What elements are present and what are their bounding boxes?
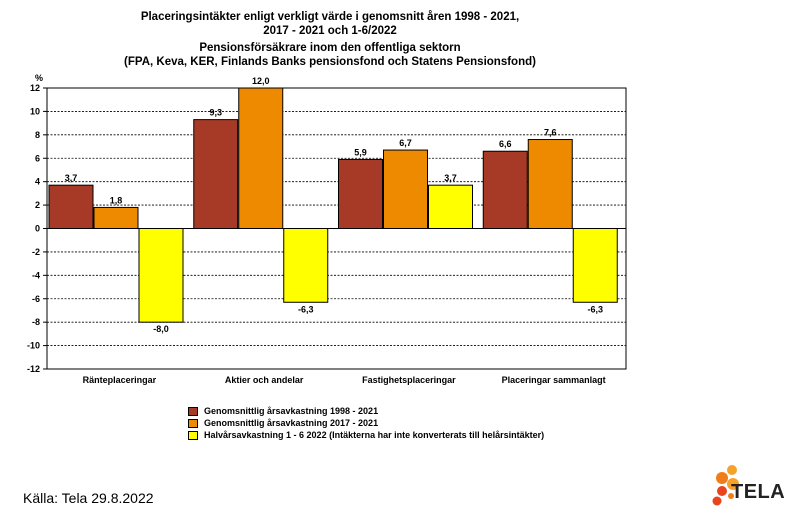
data-label: -6,3: [587, 304, 603, 314]
logo-text: TELA: [731, 481, 786, 503]
x-category-label: Fastighetsplaceringar: [362, 375, 456, 385]
bar: [482, 150, 528, 230]
y-tick-label: 8: [35, 130, 40, 140]
legend-swatch: [188, 406, 198, 416]
bar: [138, 228, 184, 323]
data-label: 5,9: [354, 147, 367, 157]
chart-subtitle-line2: (FPA, Keva, KER, Finlands Banks pensions…: [124, 56, 536, 68]
x-category-label: Placeringar sammanlagt: [502, 375, 606, 385]
y-tick-label: 10: [30, 106, 40, 116]
legend-swatch: [188, 430, 198, 440]
chart-legend: Genomsnittlig årsavkastning 1998 - 2021 …: [188, 405, 544, 441]
bar: [572, 228, 618, 303]
legend-swatch: [188, 418, 198, 428]
data-label: 12,0: [252, 76, 270, 86]
y-tick-label: -4: [32, 270, 40, 280]
y-tick-label: -6: [32, 294, 40, 304]
x-category-label: Ränteplaceringar: [83, 375, 157, 385]
y-axis-unit: %: [35, 73, 43, 83]
legend-item: Halvårsavkastning 1 - 6 2022 (Intäkterna…: [188, 429, 544, 441]
chart-title-line2: 2017 - 2021 och 1-6/2022: [263, 25, 397, 37]
y-tick-label: -10: [27, 341, 40, 351]
bar: [193, 119, 239, 229]
bar: [238, 87, 284, 229]
bar: [48, 184, 94, 230]
y-tick-label: 0: [35, 224, 40, 234]
data-label: -8,0: [153, 324, 169, 334]
data-label: 9,3: [209, 108, 222, 118]
legend-label: Halvårsavkastning 1 - 6 2022 (Intäkterna…: [204, 430, 545, 440]
bar: [283, 228, 329, 303]
legend-label: Genomsnittlig årsavkastning 1998 - 2021: [204, 406, 379, 416]
data-label: 7,6: [544, 128, 557, 138]
y-tick-label: -8: [32, 317, 40, 327]
data-label: 1,8: [110, 195, 123, 205]
chart-subtitle-line1: Pensionsförsäkrare inom den offentliga s…: [199, 42, 461, 54]
bar: [428, 184, 473, 230]
bar: [527, 139, 573, 229]
legend-item: Genomsnittlig årsavkastning 1998 - 2021: [188, 405, 544, 417]
x-category-label: Aktier och andelar: [225, 375, 304, 385]
y-tick-label: 2: [35, 200, 40, 210]
y-tick-label: 6: [35, 153, 40, 163]
legend-item: Genomsnittlig årsavkastning 2017 - 2021: [188, 417, 544, 429]
y-tick-label: 4: [35, 177, 40, 187]
bar: [93, 206, 139, 230]
data-label: 3,7: [65, 173, 78, 183]
data-label: 3,7: [444, 173, 457, 183]
chart-title-line1: Placeringsintäkter enligt verkligt värde…: [140, 11, 520, 23]
tela-logo-icon: [712, 465, 739, 506]
data-label: 6,6: [499, 139, 512, 149]
data-label: 6,7: [399, 138, 412, 148]
y-tick-label: -12: [27, 364, 40, 374]
legend-label: Genomsnittlig årsavkastning 2017 - 2021: [204, 418, 379, 428]
bar: [383, 149, 428, 229]
source-note: Källa: Tela 29.8.2022: [23, 490, 154, 506]
y-tick-label: 12: [30, 83, 40, 93]
data-label: -6,3: [298, 304, 314, 314]
y-tick-label: -2: [32, 247, 40, 257]
bar: [338, 158, 383, 230]
